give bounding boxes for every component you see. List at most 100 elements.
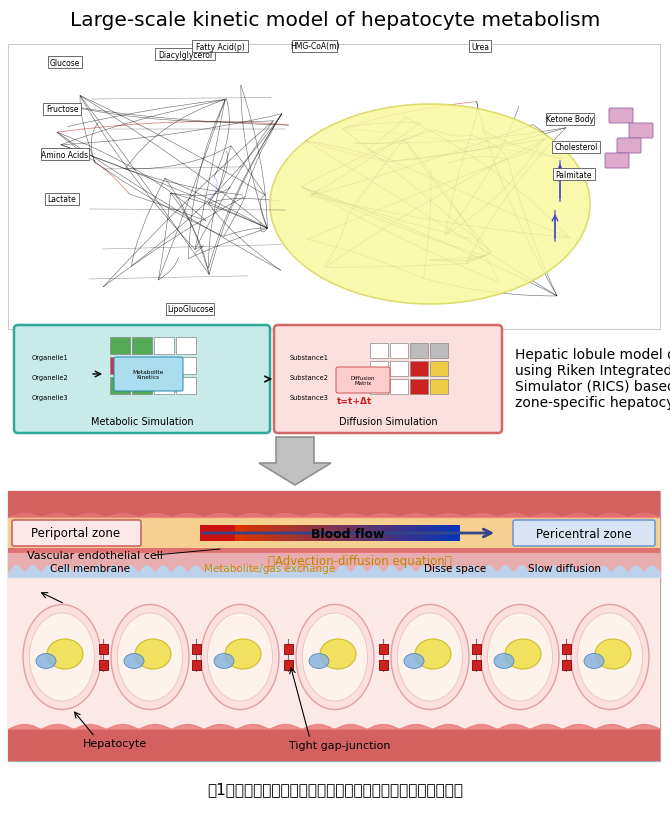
FancyBboxPatch shape: [469, 41, 491, 53]
Bar: [192, 645, 201, 654]
Bar: [307, 525, 316, 541]
Bar: [410, 344, 428, 359]
FancyBboxPatch shape: [629, 124, 653, 139]
Ellipse shape: [47, 639, 83, 669]
Text: Metabolite/gas exchange: Metabolite/gas exchange: [204, 563, 336, 573]
Bar: [244, 525, 253, 541]
Bar: [253, 525, 262, 541]
Text: （Advection-diffusion equation）: （Advection-diffusion equation）: [268, 554, 452, 568]
FancyBboxPatch shape: [14, 326, 270, 433]
Text: Substance1: Substance1: [290, 355, 329, 360]
Ellipse shape: [397, 613, 462, 701]
FancyBboxPatch shape: [553, 169, 594, 181]
Bar: [99, 645, 108, 654]
Bar: [99, 660, 108, 670]
Text: Metabolic Simulation: Metabolic Simulation: [90, 417, 194, 427]
FancyBboxPatch shape: [336, 368, 390, 393]
Bar: [132, 358, 152, 374]
Bar: [343, 525, 352, 541]
Ellipse shape: [584, 654, 604, 668]
Bar: [110, 337, 130, 355]
FancyBboxPatch shape: [293, 41, 338, 53]
Text: Urea: Urea: [471, 43, 489, 52]
Bar: [472, 645, 481, 654]
Bar: [415, 525, 424, 541]
Text: HMG-CoA(m): HMG-CoA(m): [290, 43, 340, 52]
Bar: [379, 525, 388, 541]
Ellipse shape: [36, 654, 56, 668]
Bar: [390, 344, 408, 359]
Bar: [451, 525, 460, 541]
Bar: [262, 525, 271, 541]
Ellipse shape: [117, 613, 182, 701]
FancyBboxPatch shape: [617, 139, 641, 154]
Text: Diacylglycerol: Diacylglycerol: [158, 51, 212, 60]
FancyBboxPatch shape: [44, 104, 80, 115]
Bar: [8, 549, 660, 554]
Text: Diffusion Simulation: Diffusion Simulation: [339, 417, 438, 427]
Bar: [562, 660, 571, 670]
Bar: [410, 379, 428, 395]
Text: t=t+Δt: t=t+Δt: [337, 397, 373, 406]
Bar: [289, 525, 298, 541]
Ellipse shape: [494, 654, 514, 668]
Bar: [154, 337, 174, 355]
Bar: [430, 344, 448, 359]
Text: Fatty Acid(p): Fatty Acid(p): [196, 43, 245, 52]
Text: Tight gap-junction: Tight gap-junction: [289, 740, 391, 750]
Ellipse shape: [302, 613, 368, 701]
Text: Large-scale kinetic model of hepatocyte metabolism: Large-scale kinetic model of hepatocyte …: [70, 11, 600, 29]
Bar: [390, 361, 408, 377]
Bar: [397, 525, 406, 541]
Text: using Riken Integrated Cell: using Riken Integrated Cell: [515, 364, 670, 378]
Ellipse shape: [595, 639, 631, 669]
Text: Hepatocyte: Hepatocyte: [83, 738, 147, 748]
Text: Periportal zone: Periportal zone: [31, 527, 121, 540]
Ellipse shape: [208, 613, 273, 701]
Bar: [284, 660, 293, 670]
Text: Fructose: Fructose: [46, 106, 78, 115]
Text: Cell membrane: Cell membrane: [50, 563, 130, 573]
Bar: [110, 358, 130, 374]
Bar: [192, 660, 201, 670]
Text: Cholesterol: Cholesterol: [554, 143, 598, 152]
Bar: [424, 525, 433, 541]
Bar: [388, 525, 397, 541]
Bar: [325, 525, 334, 541]
Ellipse shape: [111, 604, 189, 709]
Bar: [8, 491, 660, 518]
Text: Vascular endothelial cell: Vascular endothelial cell: [27, 550, 163, 560]
Ellipse shape: [578, 613, 643, 701]
Ellipse shape: [225, 639, 261, 669]
FancyBboxPatch shape: [41, 149, 89, 161]
Bar: [280, 525, 289, 541]
FancyBboxPatch shape: [48, 57, 82, 69]
Text: Substance2: Substance2: [290, 374, 329, 381]
FancyArrow shape: [259, 437, 331, 486]
Bar: [442, 525, 451, 541]
Ellipse shape: [296, 604, 374, 709]
Text: Lactate: Lactate: [48, 195, 76, 204]
FancyBboxPatch shape: [114, 358, 183, 391]
Ellipse shape: [481, 604, 559, 709]
Text: zone-specific hepatocyte model: zone-specific hepatocyte model: [515, 396, 670, 410]
Bar: [433, 525, 442, 541]
Bar: [132, 337, 152, 355]
Bar: [8, 554, 660, 577]
FancyBboxPatch shape: [609, 109, 633, 124]
Ellipse shape: [391, 604, 469, 709]
Ellipse shape: [270, 105, 590, 305]
Bar: [154, 378, 174, 395]
Bar: [8, 518, 660, 550]
Bar: [390, 379, 408, 395]
Text: 図1：精緻な肝細胞代謝モデルから肝臓シミュレータへの拡張: 図1：精緻な肝細胞代謝モデルから肝臓シミュレータへの拡張: [207, 781, 463, 797]
Ellipse shape: [488, 613, 553, 701]
Text: LipoGlucose: LipoGlucose: [167, 305, 213, 314]
Bar: [370, 525, 379, 541]
Ellipse shape: [505, 639, 541, 669]
Bar: [235, 525, 244, 541]
Text: Ketone Body: Ketone Body: [546, 115, 594, 124]
Bar: [316, 525, 325, 541]
Ellipse shape: [29, 613, 94, 701]
Text: Diffusion
Matrix: Diffusion Matrix: [351, 375, 375, 386]
